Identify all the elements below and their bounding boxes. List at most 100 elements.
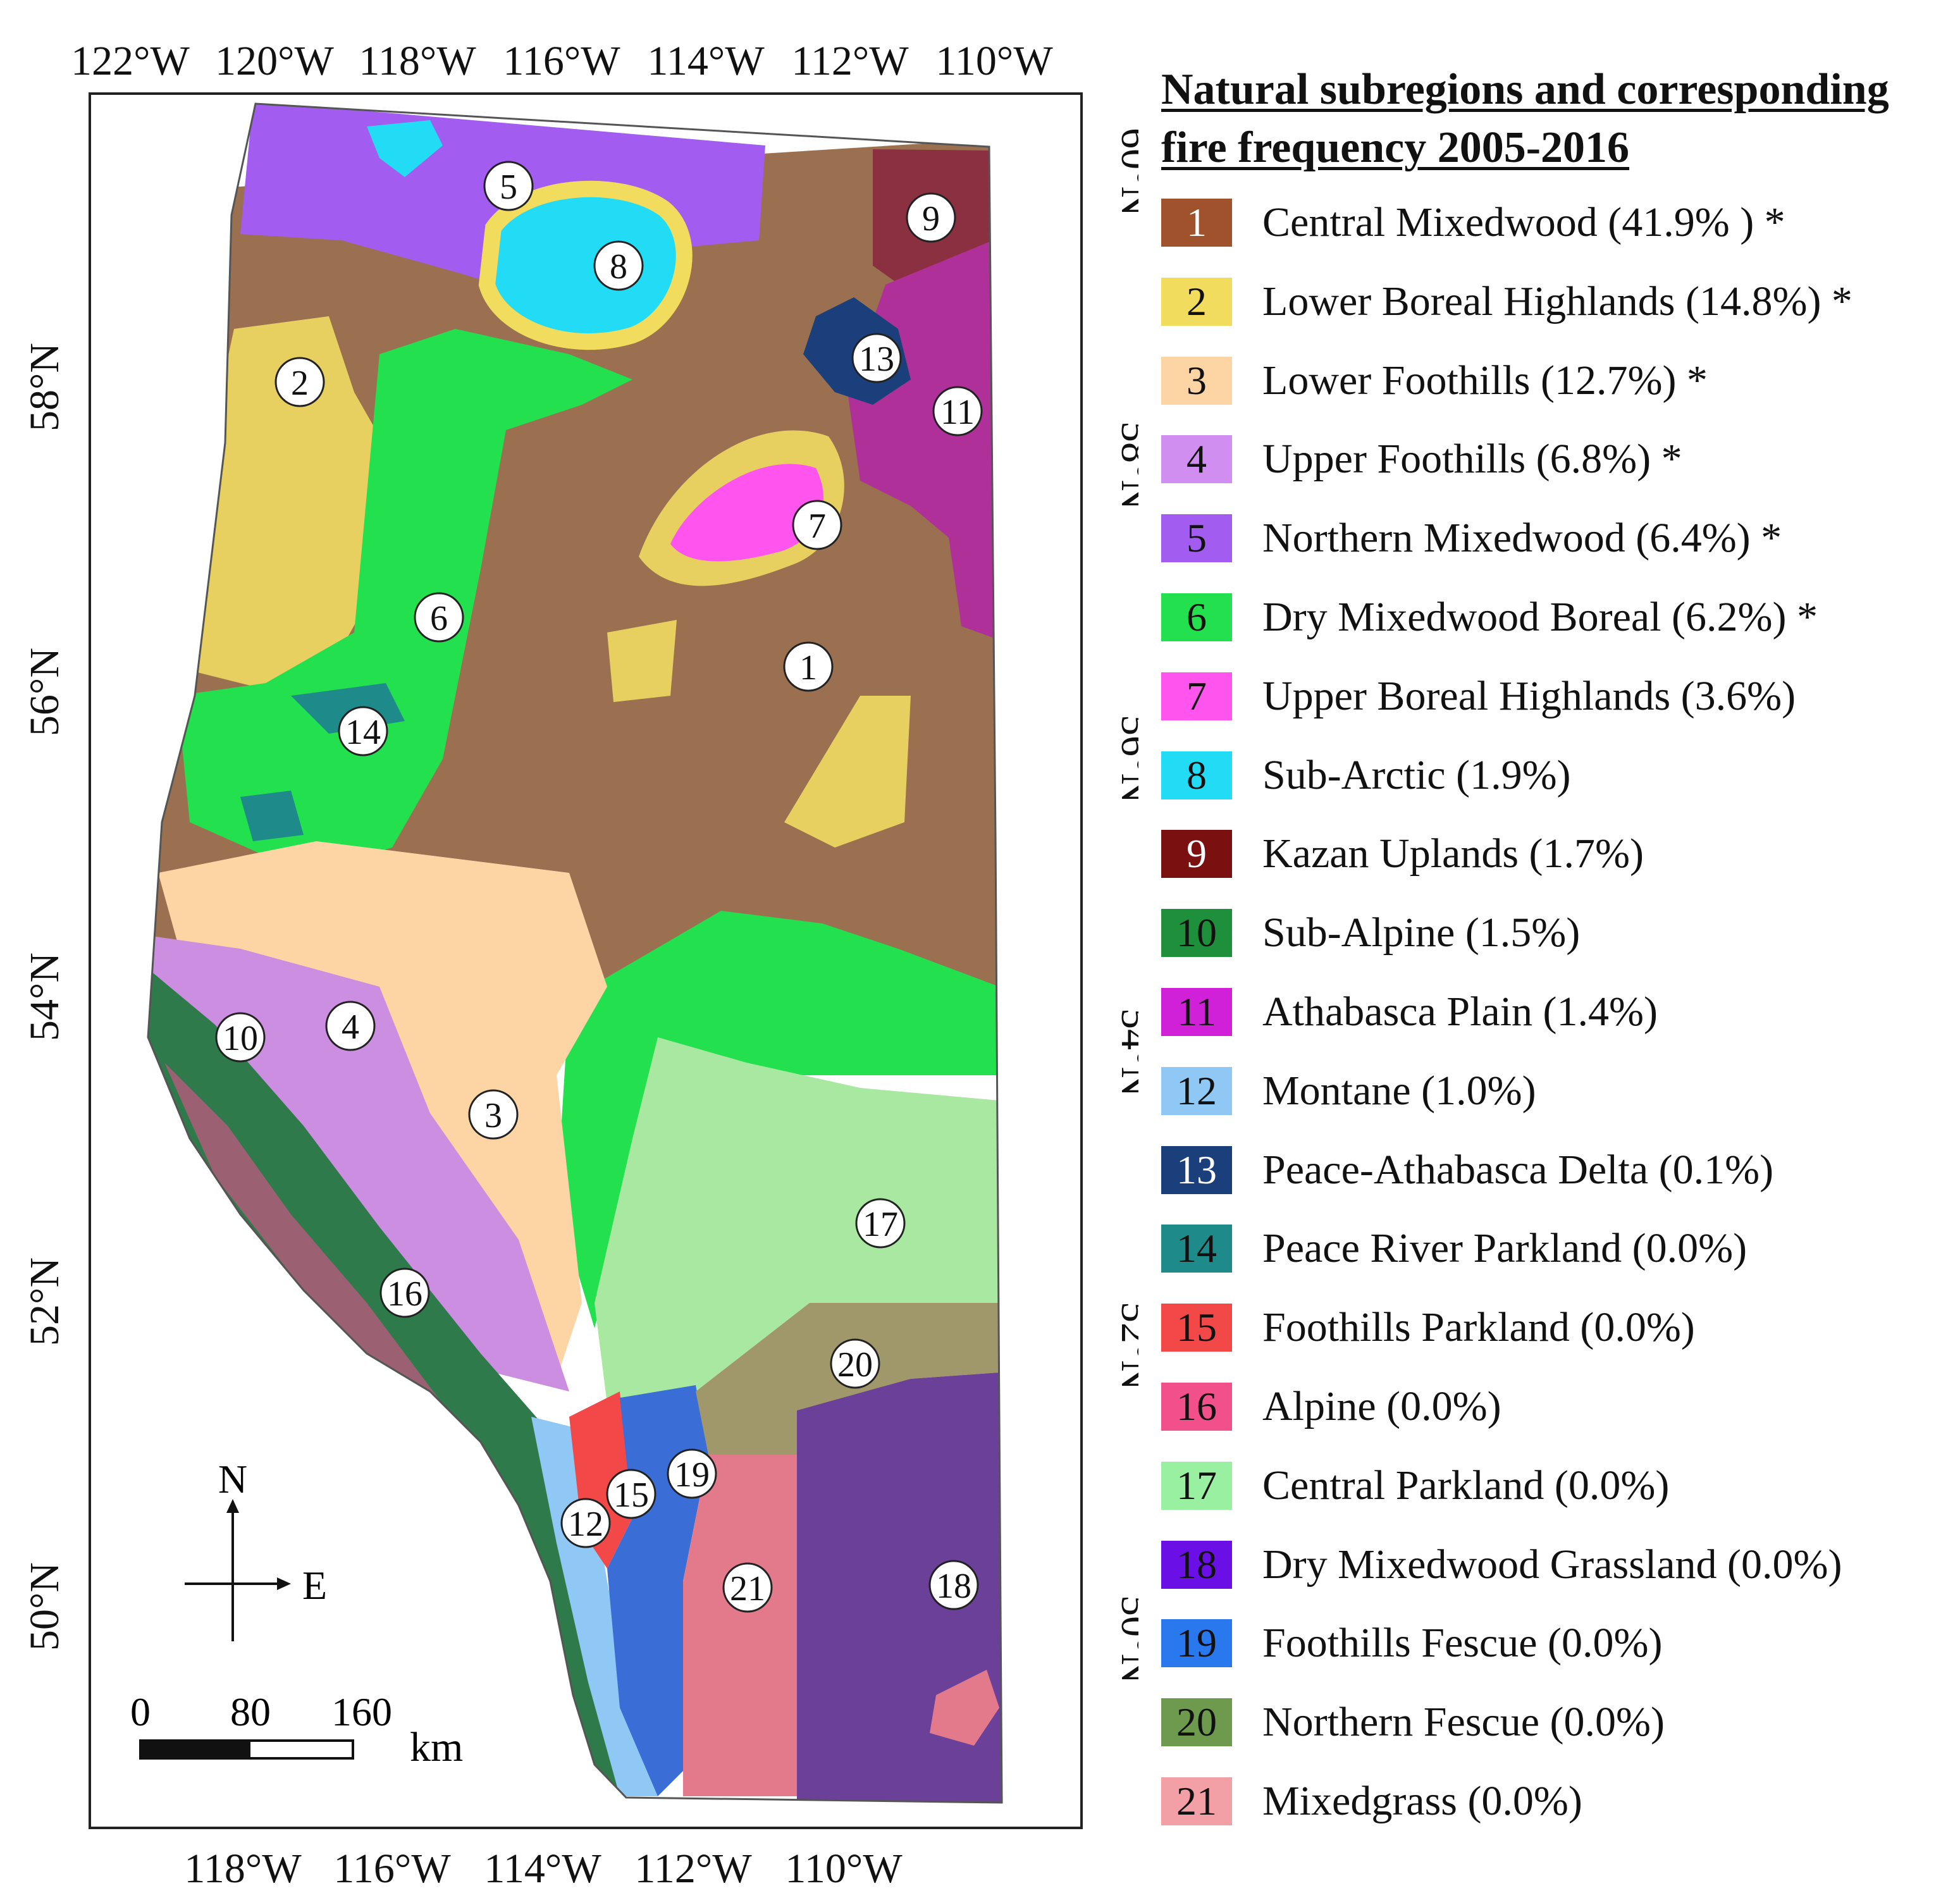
legend-label: Sub-Arctic (1.9%)	[1262, 751, 1571, 798]
region-dry-mixedwood-boreal-north	[177, 329, 632, 873]
legend-swatch-number: 11	[1177, 989, 1216, 1034]
legend-label: Mixedgrass (0.0%)	[1262, 1777, 1582, 1824]
top-axis-label: 114°W	[647, 38, 765, 84]
legend-label: Dry Mixedwood Boreal (6.2%) *	[1262, 593, 1818, 640]
region-marker-circle	[468, 1089, 519, 1140]
region-marker-circle	[560, 1498, 611, 1548]
legend-swatch: 17	[1161, 1461, 1232, 1510]
bottom-axis-label: 116°W	[333, 1846, 451, 1892]
region-upper-boreal-highlands	[670, 464, 823, 562]
legend-swatch: 12	[1161, 1066, 1232, 1115]
legend-swatch: 5	[1161, 514, 1232, 563]
region-marker-label: 2	[291, 364, 309, 403]
region-sub-arctic	[478, 180, 693, 350]
top-axis-label: 112°W	[791, 38, 909, 84]
right-axis-label: 58°N	[1113, 421, 1138, 510]
legend-item: 9 Kazan Uplands (1.7%)	[1161, 821, 1952, 900]
legend-item: 4 Upper Foothills (6.8%) *	[1161, 426, 1952, 505]
legend-swatch: 21	[1161, 1777, 1232, 1825]
scale-bar: 0 80 160 km	[130, 1689, 463, 1770]
legend-item: 17 Central Parkland (0.0%)	[1161, 1453, 1952, 1532]
legend-label: Dry Mixedwood Grassland (0.0%)	[1262, 1541, 1842, 1588]
legend-label: Sub-Alpine (1.5%)	[1262, 910, 1581, 956]
legend-swatch: 1	[1161, 199, 1232, 247]
legend-label: Lower Boreal Highlands (14.8%) *	[1262, 278, 1852, 324]
legend-label: Montane (1.0%)	[1262, 1067, 1536, 1114]
legend-item: 3 Lower Foothills (12.7%) *	[1161, 348, 1952, 427]
region-lower-boreal-highlands-east	[784, 696, 911, 848]
region-marker-circle	[783, 641, 834, 692]
legend-label: Upper Boreal Highlands (3.6%)	[1262, 672, 1796, 719]
bottom-axis-label: 110°W	[785, 1846, 903, 1892]
legend-item: 12 Montane (1.0%)	[1161, 1058, 1952, 1137]
legend-title-line-2: fire frequency 2005-2016	[1161, 123, 1630, 172]
right-axis-label: 56°N	[1113, 715, 1138, 803]
legend-item: 2 Lower Boreal Highlands (14.8%) *	[1161, 269, 1952, 348]
legend-swatch-number: 13	[1176, 1147, 1217, 1192]
bottom-axis-label: 114°W	[484, 1846, 601, 1892]
legend-swatch-number: 7	[1186, 673, 1207, 719]
region-marker-label: 7	[808, 507, 826, 546]
scale-tick-160: 160	[331, 1689, 392, 1734]
right-axis-label: 52°N	[1113, 1302, 1138, 1390]
legend-swatch-number: 21	[1176, 1778, 1217, 1823]
region-marker-circle	[414, 592, 464, 643]
legend-swatch: 15	[1161, 1304, 1232, 1352]
region-marker-circle	[274, 357, 325, 407]
legend-swatch-number: 20	[1176, 1700, 1217, 1745]
compass-east-label: E	[302, 1563, 327, 1608]
compass-rose: N E	[185, 1457, 327, 1641]
legend-swatch-number: 5	[1186, 515, 1207, 561]
region-marker-label: 13	[859, 340, 894, 379]
region-marker-label: 14	[345, 713, 381, 752]
legend-swatch-number: 9	[1186, 831, 1207, 877]
region-lower-boreal-highlands-mid	[607, 620, 677, 702]
bottom-axis-label: 112°W	[634, 1846, 752, 1892]
region-marker-circle	[932, 386, 983, 436]
province-outline	[147, 102, 1003, 1804]
region-marker-circle	[379, 1268, 430, 1318]
legend-title: Natural subregions and corresponding fir…	[1161, 61, 1952, 177]
legend-item: 7 Upper Boreal Highlands (3.6%)	[1161, 663, 1952, 743]
region-marker-circle	[667, 1448, 717, 1499]
legend-title-line-1: Natural subregions and corresponding	[1161, 65, 1889, 114]
region-marker-circle	[722, 1562, 773, 1613]
legend-label: Lower Foothills (12.7%) *	[1262, 357, 1708, 404]
left-axis-label: 58°N	[22, 343, 68, 431]
region-sub-arctic-small	[367, 120, 443, 177]
bottom-axis-label: 118°W	[184, 1846, 302, 1892]
legend-swatch-number: 4	[1186, 436, 1207, 482]
legend-swatch-number: 16	[1176, 1383, 1217, 1429]
right-axis-label: 50°N	[1113, 1595, 1138, 1684]
scale-tick-0: 0	[130, 1689, 151, 1734]
top-axis-label: 120°W	[215, 38, 334, 84]
scale-bar-white-segment	[248, 1739, 354, 1760]
region-marker-label: 17	[863, 1205, 898, 1244]
legend-swatch-number: 10	[1176, 910, 1217, 956]
scale-bar-black-segment	[139, 1739, 250, 1760]
region-marker-label: 8	[610, 247, 627, 287]
region-mixedgrass-east	[930, 1670, 999, 1746]
legend-label: Alpine (0.0%)	[1262, 1383, 1501, 1429]
legend-swatch: 8	[1161, 751, 1232, 799]
region-marker-label: 21	[730, 1569, 765, 1608]
region-polygons	[148, 104, 1002, 1803]
legend-item: 19 Foothills Fescue (0.0%)	[1161, 1610, 1952, 1689]
region-marker-circle	[792, 500, 842, 550]
region-marker-circle	[215, 1012, 266, 1063]
legend-label: Northern Mixedwood (6.4%) *	[1262, 515, 1782, 562]
legend-swatch: 7	[1161, 672, 1232, 720]
region-marker-circle	[338, 706, 388, 756]
legend-swatch-number: 6	[1186, 594, 1207, 639]
legend-item: 15 Foothills Parkland (0.0%)	[1161, 1295, 1952, 1374]
legend-label: Kazan Uplands (1.7%)	[1262, 830, 1644, 877]
legend-swatch: 11	[1161, 987, 1232, 1036]
legend-item: 11 Athabasca Plain (1.4%)	[1161, 979, 1952, 1058]
legend-list: 1 Central Mixedwood (41.9% ) * 2 Lower Bore…	[1161, 190, 1952, 1848]
region-central-parkland	[595, 1037, 999, 1404]
region-marker-circle	[325, 1001, 376, 1051]
legend-swatch-number: 19	[1176, 1620, 1217, 1666]
legend-swatch-number: 8	[1186, 752, 1207, 798]
legend-swatch: 3	[1161, 356, 1232, 405]
